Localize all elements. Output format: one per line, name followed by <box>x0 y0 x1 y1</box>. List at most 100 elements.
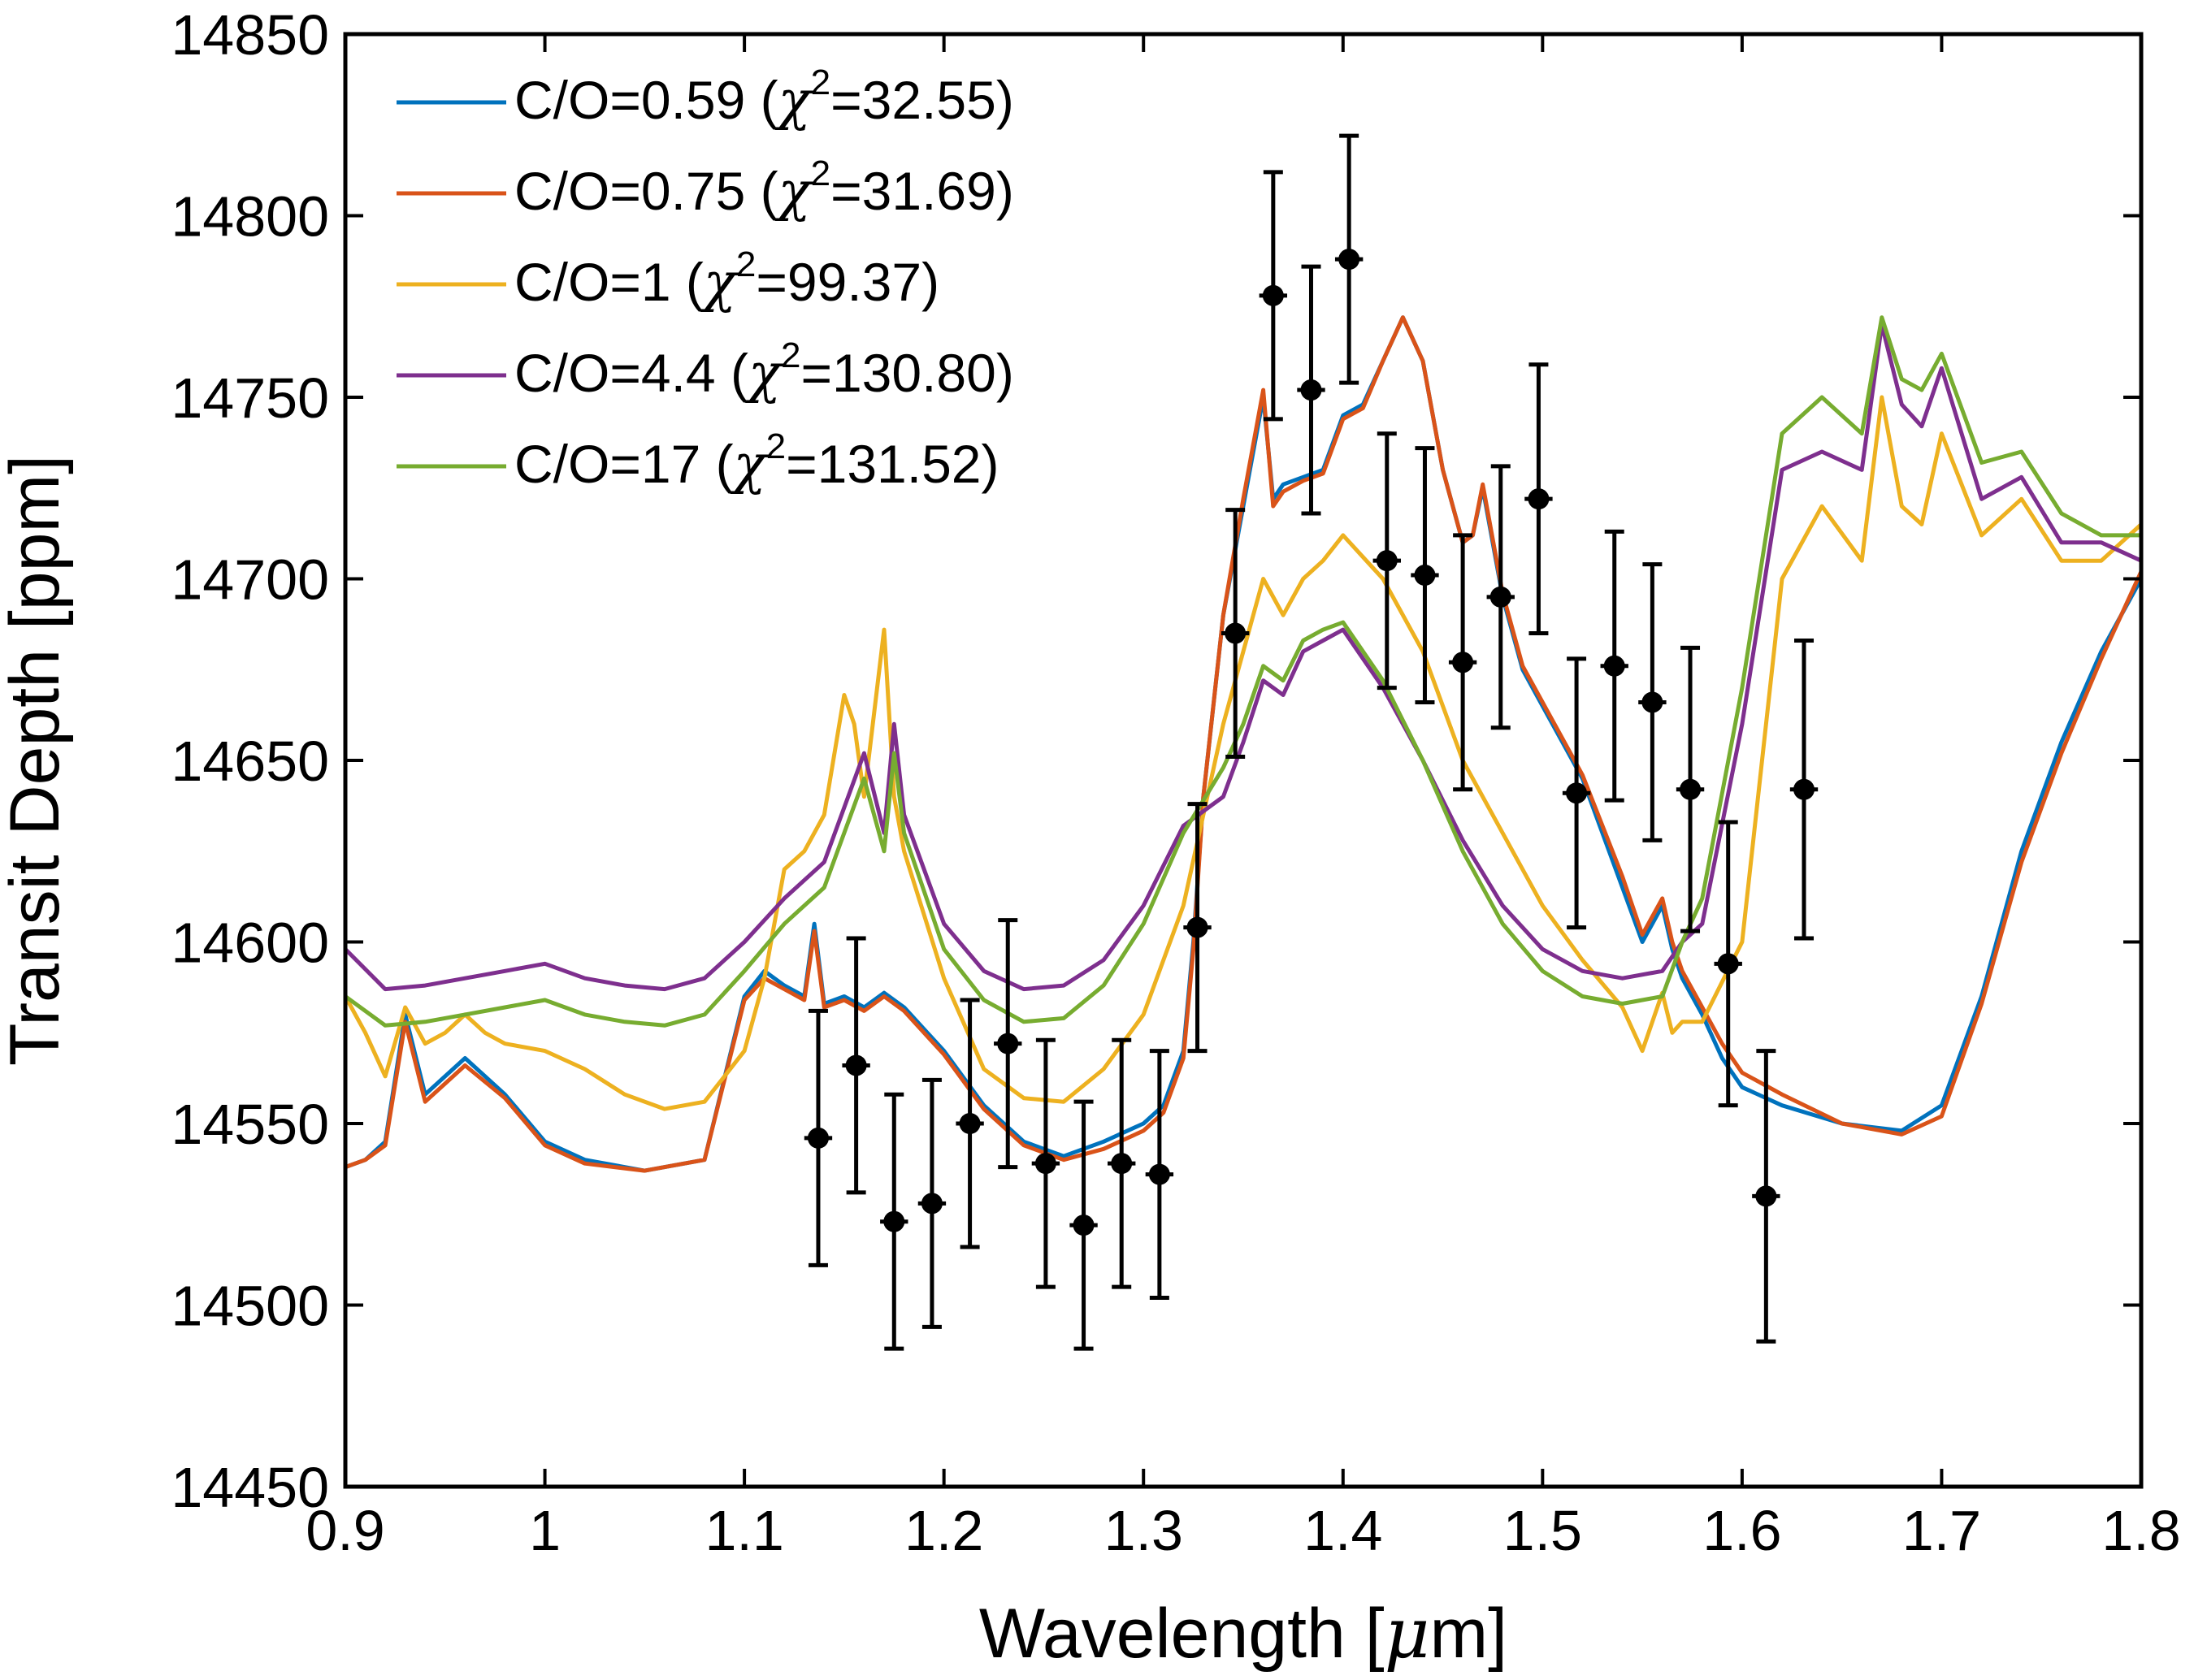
legend-label-prefix: C/O=17 ( <box>514 434 734 494</box>
x-axis-title: Wavelength [μm] <box>979 1593 1507 1674</box>
legend-label-prefix: C/O=0.59 ( <box>514 70 778 130</box>
data-point-marker <box>1034 1153 1056 1175</box>
data-point-group <box>1448 533 1477 792</box>
legend-label: C/O=1 (χ2=99.37) <box>514 245 939 314</box>
data-point-marker <box>883 1210 905 1232</box>
y-tick-label: 14500 <box>171 1275 329 1338</box>
data-point-marker <box>1148 1163 1170 1185</box>
y-tick-labels: 14450 14500 14550 14600 14650 14700 14750 14800… <box>171 3 329 1519</box>
legend-label-suffix: =130.80) <box>800 343 1013 403</box>
y-tick-label: 14550 <box>171 1093 329 1156</box>
legend-entry: C/O=0.75 (χ2=31.69) <box>397 154 1014 223</box>
x-tick-label: 1.2 <box>904 1499 983 1562</box>
data-point-marker <box>1073 1215 1095 1236</box>
legend-entry: C/O=4.4 (χ2=130.80) <box>397 336 1014 405</box>
data-point-marker <box>997 1033 1019 1054</box>
data-point-group <box>994 918 1022 1170</box>
legend-label: C/O=0.75 (χ2=31.69) <box>514 154 1014 223</box>
legend-label-prefix: C/O=1 ( <box>514 252 704 312</box>
data-point-marker <box>1793 778 1815 800</box>
data-point-group <box>804 1008 833 1267</box>
data-point-group <box>1562 656 1591 930</box>
data-point-marker <box>1717 953 1739 975</box>
data-point-group <box>1752 1049 1780 1344</box>
data-point-marker <box>921 1193 943 1215</box>
x-axis-title-mu: μ <box>1385 1593 1430 1674</box>
legend-label-chi: χ <box>775 160 814 223</box>
data-point-marker <box>1755 1185 1777 1207</box>
plot-frame <box>343 32 2144 1489</box>
x-tick-label: 1.1 <box>705 1499 783 1562</box>
data-point-group <box>1297 264 1325 516</box>
data-point-group <box>1069 1099 1098 1351</box>
data-point-marker <box>1376 550 1398 572</box>
data-point-group <box>1259 170 1288 422</box>
data-point-group <box>1638 562 1667 842</box>
data-point-group <box>1486 464 1515 730</box>
legend-label-exponent: 2 <box>811 63 830 102</box>
data-point-group <box>1676 645 1705 933</box>
data-point-group <box>842 936 870 1195</box>
data-point-group <box>1221 508 1250 760</box>
data-point-marker <box>1414 565 1436 587</box>
data-point-marker <box>1489 586 1511 608</box>
x-tick-label: 1.5 <box>1503 1499 1582 1562</box>
x-tick-labels: 0.9 1 1.1 1.2 1.3 1.4 1.5 1.6 1.7 1.8 <box>306 1499 2180 1562</box>
data-point-marker <box>1111 1153 1133 1175</box>
legend-label-prefix: C/O=4.4 ( <box>514 343 748 403</box>
data-point-marker <box>1566 782 1588 804</box>
data-point-group <box>917 1077 947 1329</box>
y-tick-label: 14850 <box>171 3 329 67</box>
data-point-marker <box>1338 249 1360 271</box>
data-point-group <box>1334 133 1364 385</box>
legend-label-suffix: =131.52) <box>786 434 999 494</box>
data-point-group <box>1145 1049 1174 1301</box>
data-point-group <box>1714 820 1742 1108</box>
y-axis-title: Transit Depth [ppm] <box>0 455 74 1066</box>
legend-label-chi: χ <box>775 69 814 132</box>
y-tick-label: 14650 <box>171 730 329 793</box>
legend-label: C/O=4.4 (χ2=130.80) <box>514 336 1014 405</box>
legend-label-chi: χ <box>745 342 784 405</box>
legend-label-suffix: =32.55) <box>830 70 1014 130</box>
data-point-group <box>1031 1037 1060 1289</box>
data-point-marker <box>1528 488 1550 510</box>
series-line-5 <box>344 315 2141 1028</box>
x-axis-title-text: Wavelength [ <box>979 1595 1385 1673</box>
series-line-2 <box>345 315 2144 1173</box>
series-line-3 <box>343 395 2143 1111</box>
data-point-marker <box>845 1054 867 1076</box>
legend-label-chi: χ <box>731 433 770 496</box>
observation-points-group <box>804 133 1819 1351</box>
series-line-4 <box>344 323 2143 992</box>
data-point-marker <box>1186 916 1208 938</box>
legend-label-chi: χ <box>700 251 739 314</box>
data-point-group <box>1600 529 1628 803</box>
data-point-marker <box>1262 284 1284 306</box>
y-tick-label: 14450 <box>171 1456 329 1519</box>
legend-label-suffix: =99.37) <box>756 252 939 312</box>
legend-label-suffix: =31.69) <box>830 161 1014 221</box>
data-point-group <box>1372 431 1401 691</box>
data-point-group <box>956 998 984 1249</box>
data-point-group <box>1411 446 1439 704</box>
legend-label: C/O=17 (χ2=131.52) <box>514 426 999 496</box>
y-tick-label: 14700 <box>171 548 329 612</box>
data-point-group <box>1108 1037 1136 1289</box>
x-tick-label: 1.4 <box>1303 1499 1382 1562</box>
data-point-group <box>880 1092 908 1351</box>
legend-label-prefix: C/O=0.75 ( <box>514 161 778 221</box>
x-tick-label: 1.7 <box>1902 1499 1981 1562</box>
legend-label-exponent: 2 <box>766 426 786 466</box>
data-point-group <box>1789 638 1819 941</box>
x-tick-label: 1.8 <box>2101 1499 2180 1562</box>
data-point-marker <box>1641 691 1663 713</box>
model-series-group <box>343 315 2144 1173</box>
legend-label-exponent: 2 <box>736 245 756 284</box>
data-point-marker <box>1452 652 1474 673</box>
data-point-group <box>1524 362 1553 636</box>
x-tick-label: 0.9 <box>306 1499 384 1562</box>
data-point-group <box>1183 802 1212 1054</box>
